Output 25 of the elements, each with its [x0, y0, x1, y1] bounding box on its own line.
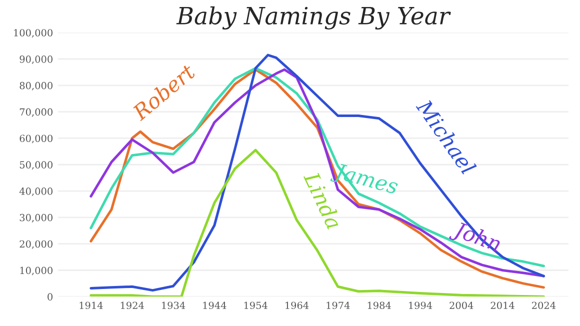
y-tick-label: 50,000 — [20, 161, 52, 170]
chart-title: Baby Namings By Year — [176, 6, 451, 30]
y-tick-label: 80,000 — [20, 82, 52, 90]
x-tick-label: 1954 — [244, 302, 268, 310]
x-tick-label: 1944 — [203, 302, 226, 310]
text: John — [448, 220, 502, 256]
y-tick-label: 100,000 — [14, 29, 52, 38]
x-tick-label: 2004 — [450, 302, 474, 310]
y-tick-label: 10,000 — [20, 266, 52, 276]
y-tick-label: 40,000 — [19, 188, 52, 196]
x-tick-label: 2014 — [490, 302, 514, 310]
x-tick-label: 1984 — [368, 302, 391, 310]
y-tick-label: 0 — [48, 293, 52, 300]
x-tick-label: 1994 — [409, 302, 432, 310]
x-tick-label: 1964 — [286, 302, 309, 310]
x-tick-label: 1914 — [80, 302, 103, 310]
y-tick-label: 60,000 — [20, 134, 52, 144]
x-tick-label: 2024 — [532, 302, 556, 310]
x-tick-label: 1974 — [326, 302, 350, 310]
x-tick-label: 1924 — [120, 302, 144, 310]
x-tick-label: 1934 — [162, 302, 186, 310]
y-tick-label: 20,000 — [20, 240, 52, 249]
y-tick-label: 30,000 — [20, 214, 52, 222]
y-tick-label: 90,000 — [20, 55, 52, 64]
y-tick-label: 70,000 — [20, 108, 52, 117]
